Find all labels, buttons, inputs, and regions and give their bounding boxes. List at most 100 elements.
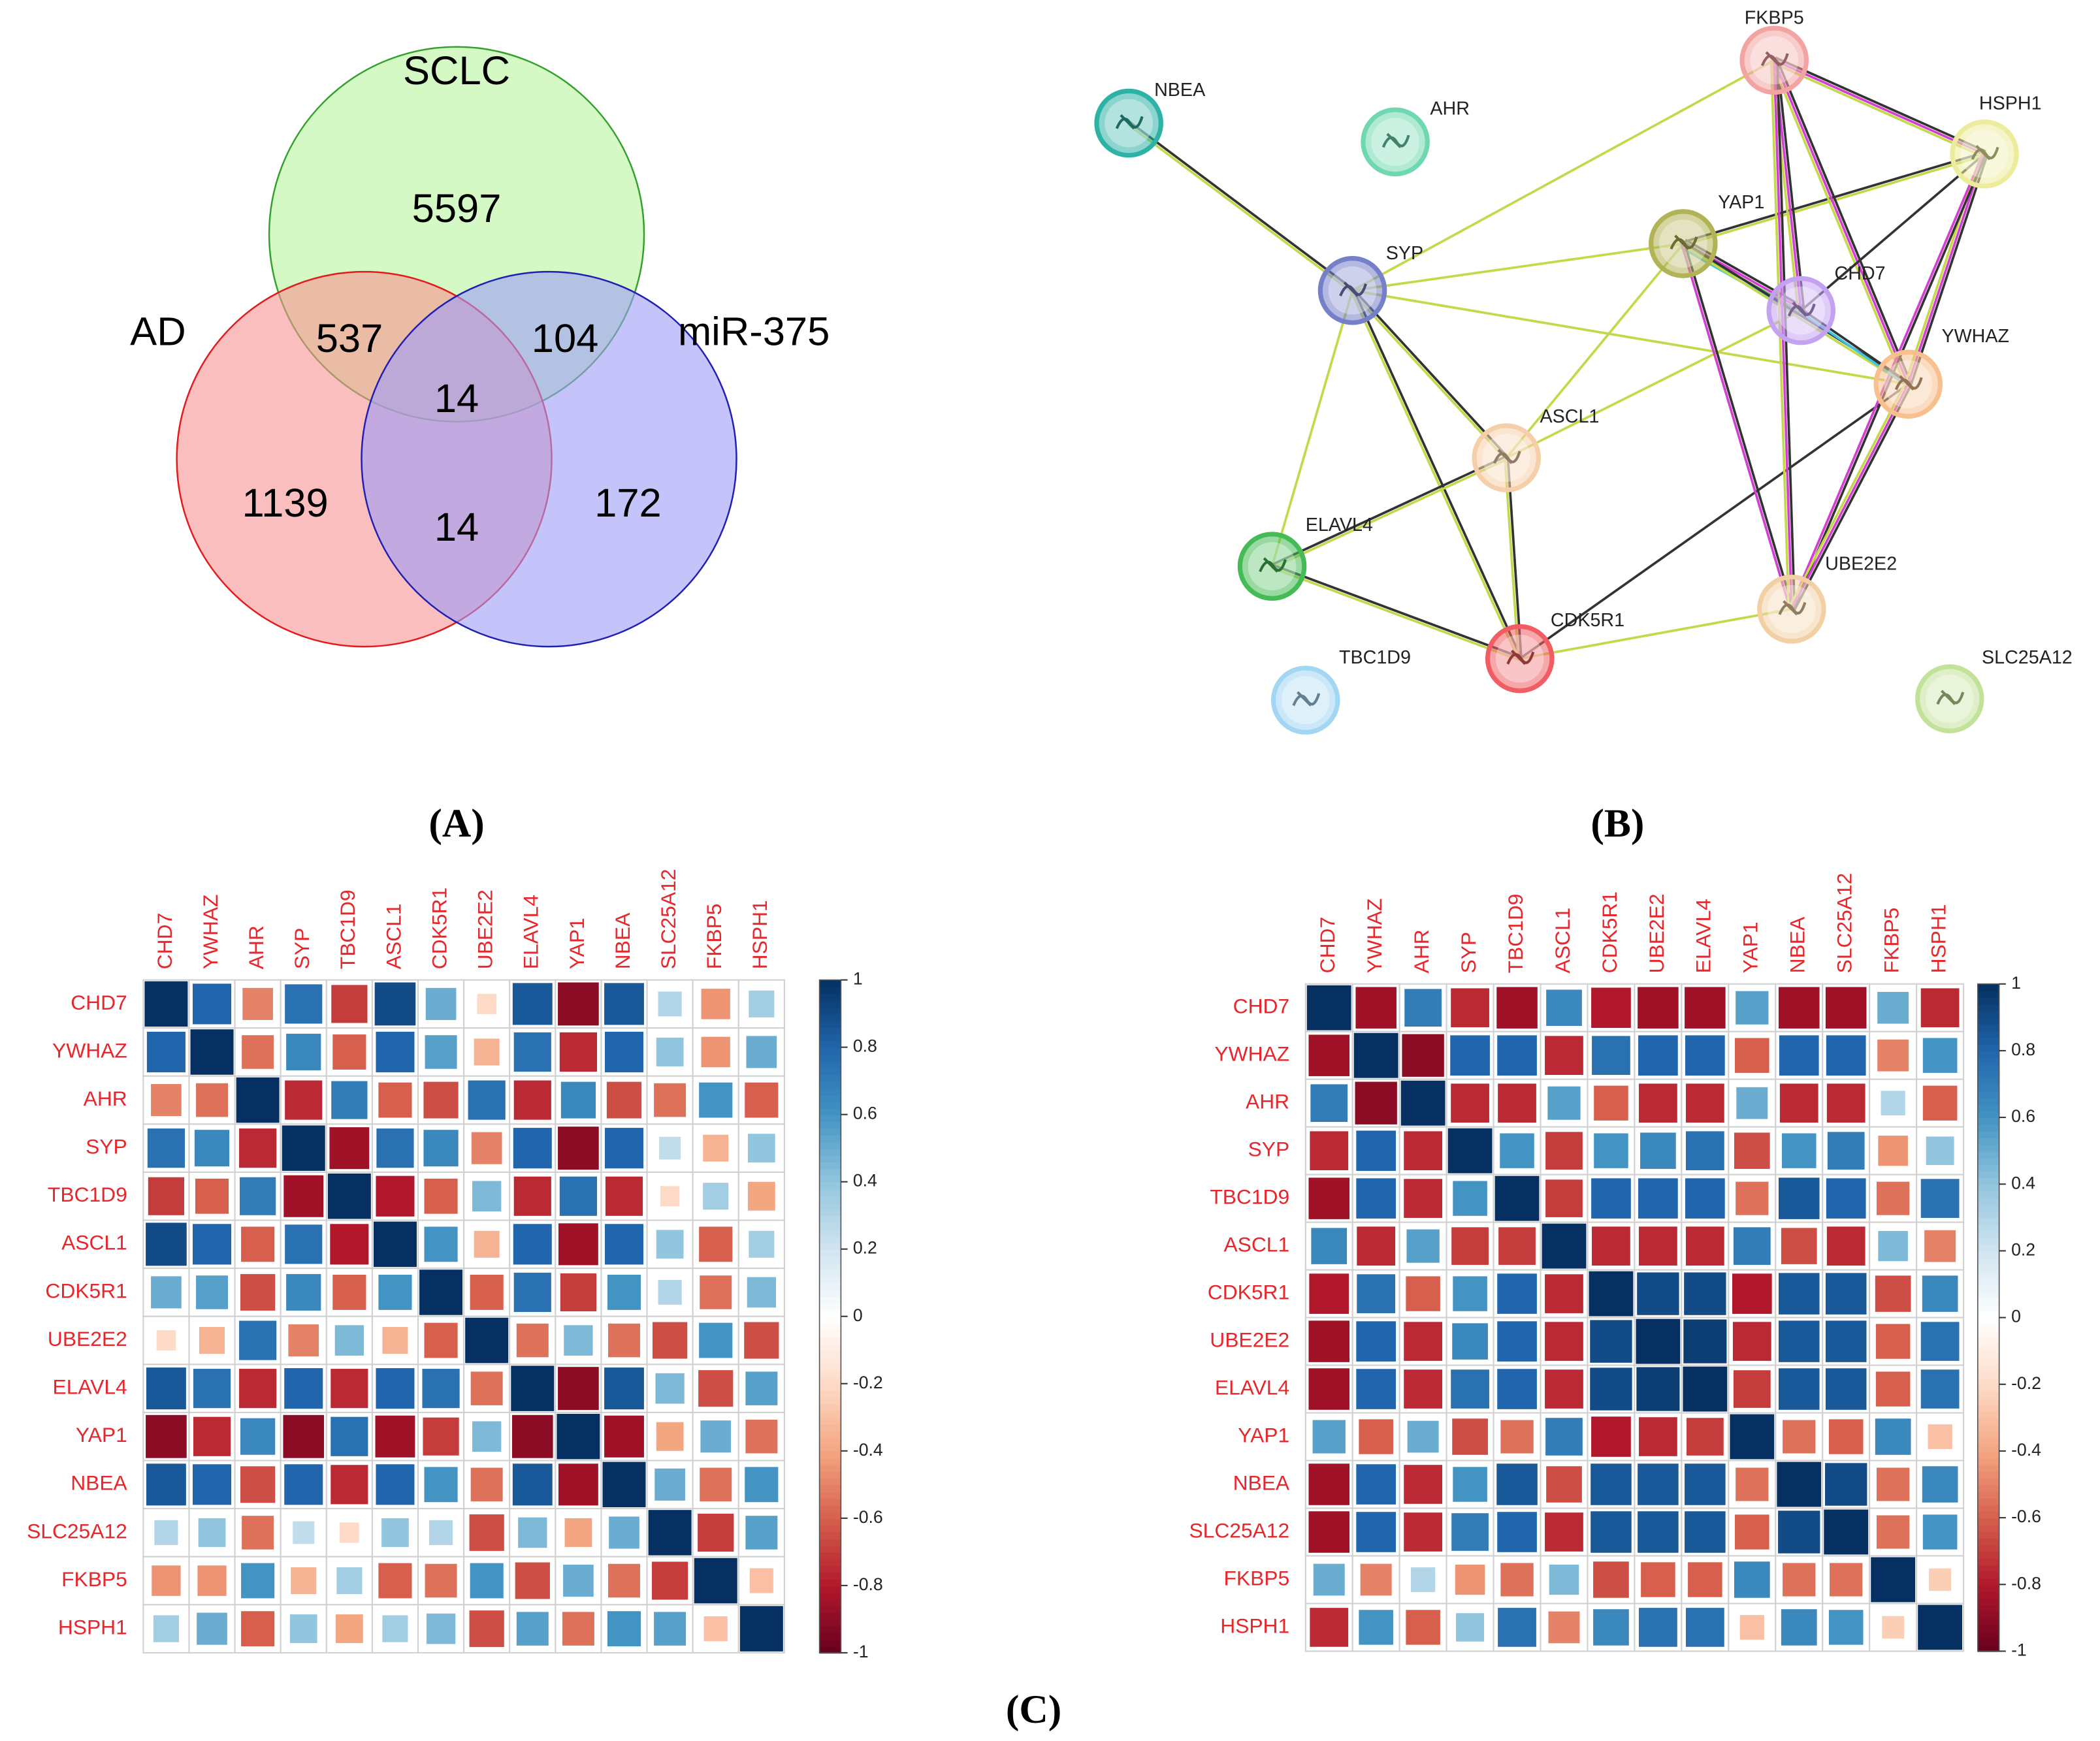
edge: [1775, 58, 1913, 384]
column-label: FKBP5: [702, 904, 726, 970]
corr-square: [1783, 1563, 1816, 1597]
colorbar-segment: [1977, 1398, 1999, 1405]
colorbar-segment: [819, 1208, 841, 1217]
colorbar-segment: [1977, 1604, 1999, 1612]
node-structure: [1493, 449, 1521, 464]
corr-square: [1549, 1564, 1579, 1595]
colorbar-segment: [819, 1646, 841, 1654]
edge: [1773, 59, 1909, 385]
colorbar-segment: [1977, 1044, 1999, 1052]
corr-square: [1685, 987, 1726, 1029]
colorbar-segment: [1977, 1271, 1999, 1279]
corr-square: [1636, 1367, 1680, 1411]
edge: [1680, 244, 1792, 610]
colorbar-segment: [1977, 1337, 1999, 1345]
corr-square: [1451, 1083, 1489, 1123]
corr-square: [239, 1320, 277, 1360]
corr-square: [1591, 987, 1631, 1029]
row-label: ELAVL4: [1215, 1375, 1289, 1399]
corr-square: [331, 985, 368, 1023]
corr-square: [1688, 1562, 1722, 1597]
corr-square: [477, 993, 496, 1014]
corr-square: [700, 1467, 732, 1502]
column-label: HSPH1: [1927, 904, 1950, 973]
colorbar-segment: [1977, 1197, 1999, 1206]
edge: [1127, 123, 1353, 293]
corr-square: [1353, 1032, 1398, 1078]
corr-square: [1826, 1083, 1866, 1123]
corr-square: [1593, 1609, 1629, 1646]
corr-square: [1404, 1465, 1443, 1504]
edge: [1907, 153, 1986, 385]
corr-square: [1356, 1369, 1397, 1409]
corr-square: [1826, 1035, 1866, 1076]
corr-square: [146, 1031, 186, 1073]
column-label: NBEA: [611, 912, 634, 969]
node-structure: [1670, 234, 1698, 250]
column-label: YWHAZ: [199, 894, 222, 969]
corr-square: [1877, 1467, 1910, 1501]
colorbar-segment: [1977, 1537, 1999, 1546]
corr-square: [378, 1563, 412, 1599]
column-label: SLC25A12: [1833, 873, 1856, 974]
colorbar-segment: [819, 1303, 841, 1311]
corr-square: [516, 1323, 549, 1358]
row-label: YAP1: [76, 1423, 127, 1446]
row-label: TBC1D9: [48, 1183, 127, 1206]
corr-square: [1545, 1132, 1583, 1170]
column-label: SYP: [1457, 932, 1480, 974]
corr-square: [423, 1081, 459, 1119]
colorbar-segment: [1977, 1444, 1999, 1452]
colorbar-segment: [1977, 1350, 1999, 1359]
corr-square: [1360, 1563, 1392, 1596]
corr-square: [285, 984, 323, 1024]
colorbar-segment: [819, 1020, 841, 1028]
corr-square: [513, 1176, 551, 1216]
corr-square: [1924, 1230, 1956, 1262]
corr-square: [701, 1036, 730, 1068]
colorbar-segment: [819, 1081, 841, 1089]
corr-square: [381, 1518, 409, 1547]
colorbar-segment: [819, 1034, 841, 1042]
colorbar-segment: [819, 1289, 841, 1298]
corr-square: [745, 1082, 779, 1118]
corr-square: [1922, 1038, 1958, 1073]
corr-square: [739, 1606, 783, 1652]
colorbar-segment: [1977, 1491, 1999, 1499]
corr-square: [1778, 1273, 1820, 1315]
colorbar-segment: [819, 1511, 841, 1520]
corr-square: [1451, 1227, 1489, 1265]
corr-square: [465, 1317, 509, 1364]
colorbar-segment: [1977, 1290, 1999, 1299]
colorbar-segment: [819, 1484, 841, 1492]
corr-square: [289, 1614, 317, 1644]
corr-square: [1308, 1177, 1349, 1219]
row-label: FKBP5: [1223, 1566, 1289, 1589]
colorbar-segment: [819, 1330, 841, 1337]
corr-square: [340, 1522, 359, 1543]
corr-square: [1783, 1420, 1816, 1454]
colorbar-segment: [1977, 1371, 1999, 1379]
colorbar-tick-label: 0.2: [2011, 1239, 2035, 1259]
colorbar-segment: [1977, 1384, 1999, 1392]
corr-square: [1638, 1178, 1678, 1219]
edge: [1773, 59, 1985, 155]
corr-square: [604, 1367, 644, 1410]
corr-square: [1824, 1509, 1869, 1555]
corr-square: [151, 1276, 182, 1309]
corr-square: [609, 1516, 639, 1549]
corr-square: [1589, 1271, 1634, 1317]
corr-square: [1308, 1034, 1349, 1076]
corr-square: [1310, 1131, 1349, 1170]
corr-square: [1881, 1091, 1905, 1116]
corr-square: [1498, 1227, 1536, 1265]
node-label: CDK5R1: [1551, 610, 1624, 631]
corr-square: [749, 1568, 773, 1593]
colorbar-segment: [819, 1181, 841, 1190]
corr-square: [1497, 1321, 1537, 1362]
corr-square: [1877, 1039, 1909, 1072]
corr-square: [1928, 1424, 1952, 1449]
corr-square: [472, 1181, 502, 1212]
corr-square: [331, 1081, 368, 1119]
corr-square: [1685, 1178, 1725, 1219]
